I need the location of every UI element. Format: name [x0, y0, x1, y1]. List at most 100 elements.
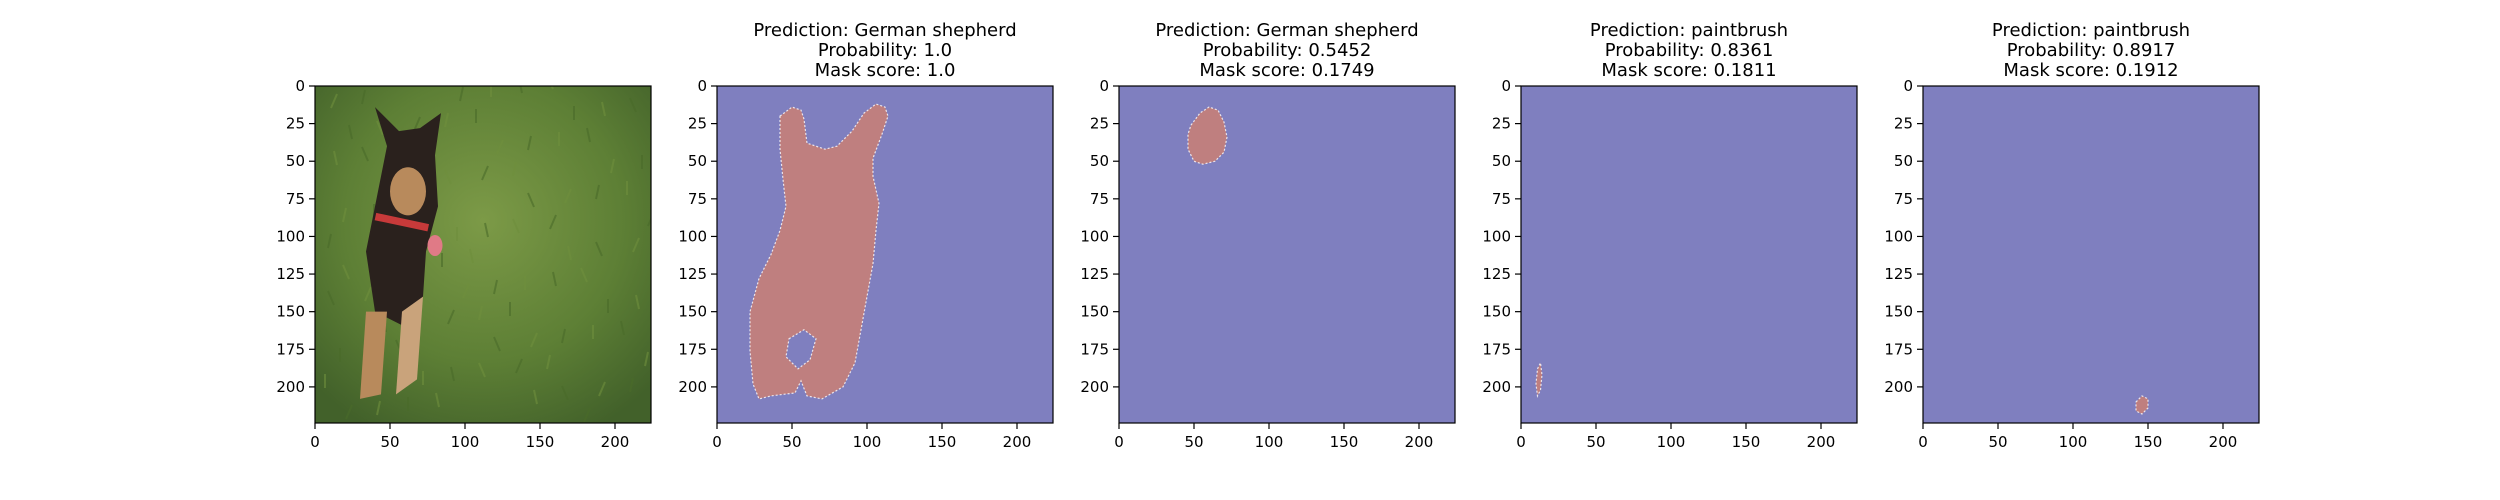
grass-blade [444, 169, 452, 185]
x-tick-label: 0 [1918, 433, 1928, 451]
y-tick-label: 125 [1482, 265, 1511, 283]
y-tick-label: 0 [1903, 77, 1913, 95]
grass-blade [527, 135, 532, 151]
panel-1: 0 50 100 150 200 0 25 50 75 100 125 150 175 200 [276, 77, 652, 451]
grass-blade [435, 392, 440, 408]
x-tick-label: 100 [451, 433, 480, 451]
y-tick-label: 50 [1090, 152, 1109, 170]
grass-blade [527, 192, 535, 208]
panel-title-line: Probability: 0.5452 [1203, 40, 1372, 61]
mask-region [1188, 107, 1227, 165]
mask-outline [749, 103, 889, 400]
grass-blade [583, 407, 591, 423]
mask-background [1119, 86, 1455, 423]
grass-blade [564, 188, 572, 204]
panel-title-line: Probability: 0.8361 [1605, 40, 1774, 61]
y-tick-label: 75 [1492, 190, 1511, 208]
grass-blade [644, 351, 649, 367]
y-tick-label: 150 [276, 303, 305, 321]
x-tick-label: 50 [782, 433, 801, 451]
mask-outline [2135, 395, 2149, 415]
grass-blade [533, 389, 538, 405]
panel-title-line: Probability: 1.0 [818, 40, 952, 61]
grass-blade [632, 237, 640, 253]
x-tick-label: 50 [380, 433, 399, 451]
y-tick-label: 50 [1894, 152, 1913, 170]
y-tick-label: 100 [1080, 227, 1109, 245]
panel-title-line: Mask score: 1.0 [815, 60, 956, 81]
y-tick-label: 125 [1884, 265, 1913, 283]
x-tick-label: 150 [1330, 433, 1359, 451]
grass-blade [348, 124, 353, 140]
x-tick-label: 200 [2209, 433, 2238, 451]
grass-blade [546, 354, 551, 370]
x-tick-label: 0 [712, 433, 722, 451]
x-tick-label: 150 [2134, 433, 2163, 451]
panel-title-line: Mask score: 0.1811 [1601, 60, 1776, 81]
y-tick-label: 75 [688, 190, 707, 208]
y-tick-label: 175 [1884, 340, 1913, 358]
dog-face [390, 167, 426, 216]
y-tick-label: 100 [276, 227, 305, 245]
y-tick-label: 0 [1501, 77, 1511, 95]
x-tick-label: 150 [1732, 433, 1761, 451]
x-tick-label: 100 [1657, 433, 1686, 451]
x-tick-label: 0 [1516, 433, 1526, 451]
axes-frame [716, 85, 1054, 424]
y-tick-label: 125 [276, 265, 305, 283]
grass-blade [481, 165, 489, 181]
y-tick-label: 25 [688, 115, 707, 133]
grass-blade [327, 290, 335, 306]
y-tick-label: 175 [1080, 340, 1109, 358]
grass-blade [342, 207, 347, 223]
grass-blade [450, 366, 455, 382]
grass-blade [459, 86, 464, 102]
y-tick-label: 125 [678, 265, 707, 283]
grass-blade [469, 248, 474, 264]
grass-blade [530, 332, 538, 348]
x-tick-label: 0 [310, 433, 320, 451]
y-tick-label: 200 [1884, 378, 1913, 396]
y-tick-label: 100 [1884, 227, 1913, 245]
grass-blade [447, 309, 455, 325]
y-tick-label: 75 [1090, 190, 1109, 208]
panel-4: 0 50 100 150 200 0 25 50 75 100 125 150 175 200 Predic… [1482, 20, 1858, 451]
grass-blade [462, 283, 470, 299]
grass-blade [629, 377, 634, 393]
axes-frame [1118, 85, 1456, 424]
x-tick-label: 100 [853, 433, 882, 451]
grass-blade [610, 158, 615, 174]
panel-2: 0 50 100 150 200 0 25 50 75 100 125 150 175 200 Predic… [678, 20, 1054, 451]
y-tick-label: 200 [276, 378, 305, 396]
x-tick-label: 50 [1988, 433, 2007, 451]
axes-frame [1520, 85, 1858, 424]
x-tick-label: 200 [601, 433, 630, 451]
grass-blade [444, 112, 449, 128]
x-tick-label: 200 [1807, 433, 1836, 451]
dog-tongue [427, 234, 443, 257]
grass-blade [515, 358, 523, 374]
y-tick-label: 175 [1482, 340, 1511, 358]
y-tick-label: 175 [276, 340, 305, 358]
grass-blade [512, 218, 520, 234]
grass-blade [376, 400, 381, 416]
grass-blade [478, 362, 486, 378]
dog-right-leg [396, 296, 423, 395]
y-tick-label: 150 [1482, 303, 1511, 321]
dog-left-leg [360, 311, 387, 399]
grass-blade [493, 336, 501, 352]
grass-blade [361, 146, 369, 162]
panel-title-line: Probability: 0.8917 [2007, 40, 2176, 61]
x-tick-label: 0 [1114, 433, 1124, 451]
grass-blade [595, 241, 603, 257]
grass-blade [561, 328, 566, 344]
grass-blade [512, 161, 517, 177]
y-tick-label: 50 [688, 152, 707, 170]
y-tick-label: 150 [1080, 303, 1109, 321]
y-tick-label: 50 [286, 152, 305, 170]
grass-blade [586, 127, 591, 143]
y-tick-label: 150 [678, 303, 707, 321]
panel-title-line: Prediction: paintbrush [1590, 20, 1788, 41]
y-tick-label: 100 [678, 227, 707, 245]
